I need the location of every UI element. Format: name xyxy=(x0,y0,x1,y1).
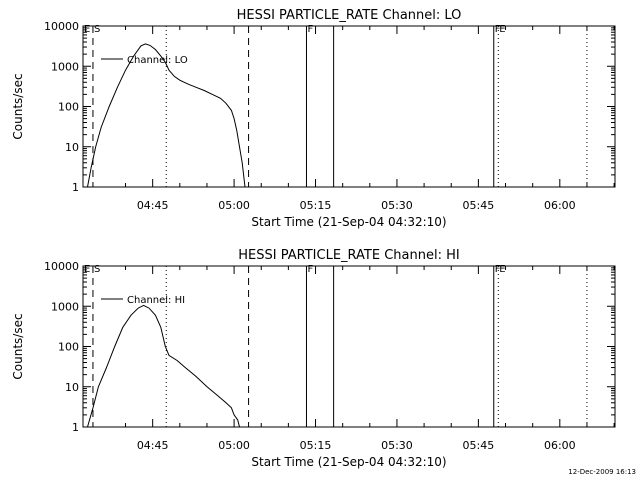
event-marker-label: S xyxy=(94,264,100,275)
x-tick-label: 05:00 xyxy=(218,199,250,212)
y-tick-label: 1 xyxy=(72,421,79,434)
y-tick-label: 10 xyxy=(65,141,79,154)
event-marker-label: F xyxy=(495,24,501,35)
event-marker-label: F xyxy=(495,264,501,275)
chart-panel-1: HESSI PARTICLE_RATE Channel: LO 1 10 100 100… xyxy=(11,8,616,229)
chart-panel-2: HESSI PARTICLE_RATE Channel: HI 1 10 100 100… xyxy=(11,248,616,469)
x-tick-label: 06:00 xyxy=(544,439,576,452)
legend-label: Channel: LO xyxy=(127,55,188,66)
x-tick-label: 04:45 xyxy=(137,439,169,452)
series-line xyxy=(87,304,240,428)
x-tick-label: 05:00 xyxy=(218,439,250,452)
x-tick-label: 05:30 xyxy=(381,199,413,212)
plot-frame xyxy=(82,25,616,188)
chart-title: HESSI PARTICLE_RATE Channel: LO xyxy=(237,8,462,23)
x-tick-label: 04:45 xyxy=(137,199,169,212)
x-tick-label: 05:15 xyxy=(300,199,332,212)
event-marker-label: F xyxy=(307,264,313,275)
event-marker-label: F xyxy=(307,24,313,35)
y-tick-label: 10000 xyxy=(44,260,79,273)
event-marker-label: E xyxy=(84,24,90,35)
x-tick-label: 05:30 xyxy=(381,439,413,452)
x-tick-label: 05:15 xyxy=(300,439,332,452)
y-tick-label: 100 xyxy=(58,101,79,114)
y-tick-label: 10000 xyxy=(44,20,79,33)
y-tick-label: 1000 xyxy=(51,60,79,73)
event-marker-label: S xyxy=(94,24,100,35)
plot-frame xyxy=(82,265,616,428)
y-tick-label: 1000 xyxy=(51,300,79,313)
y-axis-label: Counts/sec xyxy=(11,313,25,379)
event-marker-label: E xyxy=(499,24,505,35)
legend-label: Channel: HI xyxy=(127,295,185,306)
y-tick-label: 10 xyxy=(65,381,79,394)
series-line xyxy=(87,43,246,188)
x-tick-label: 06:00 xyxy=(544,199,576,212)
chart-title: HESSI PARTICLE_RATE Channel: HI xyxy=(238,248,459,263)
x-tick-label: 05:45 xyxy=(463,199,495,212)
y-tick-label: 1 xyxy=(72,181,79,194)
footer-timestamp: 12-Dec-2009 16:13 xyxy=(568,468,636,476)
x-tick-label: 05:45 xyxy=(463,439,495,452)
y-axis-label: Counts/sec xyxy=(11,73,25,139)
event-marker-label: E xyxy=(84,264,90,275)
x-axis-label: Start Time (21-Sep-04 04:32:10) xyxy=(251,455,446,469)
y-tick-label: 100 xyxy=(58,341,79,354)
x-axis-label: Start Time (21-Sep-04 04:32:10) xyxy=(251,215,446,229)
event-marker-label: E xyxy=(499,264,505,275)
